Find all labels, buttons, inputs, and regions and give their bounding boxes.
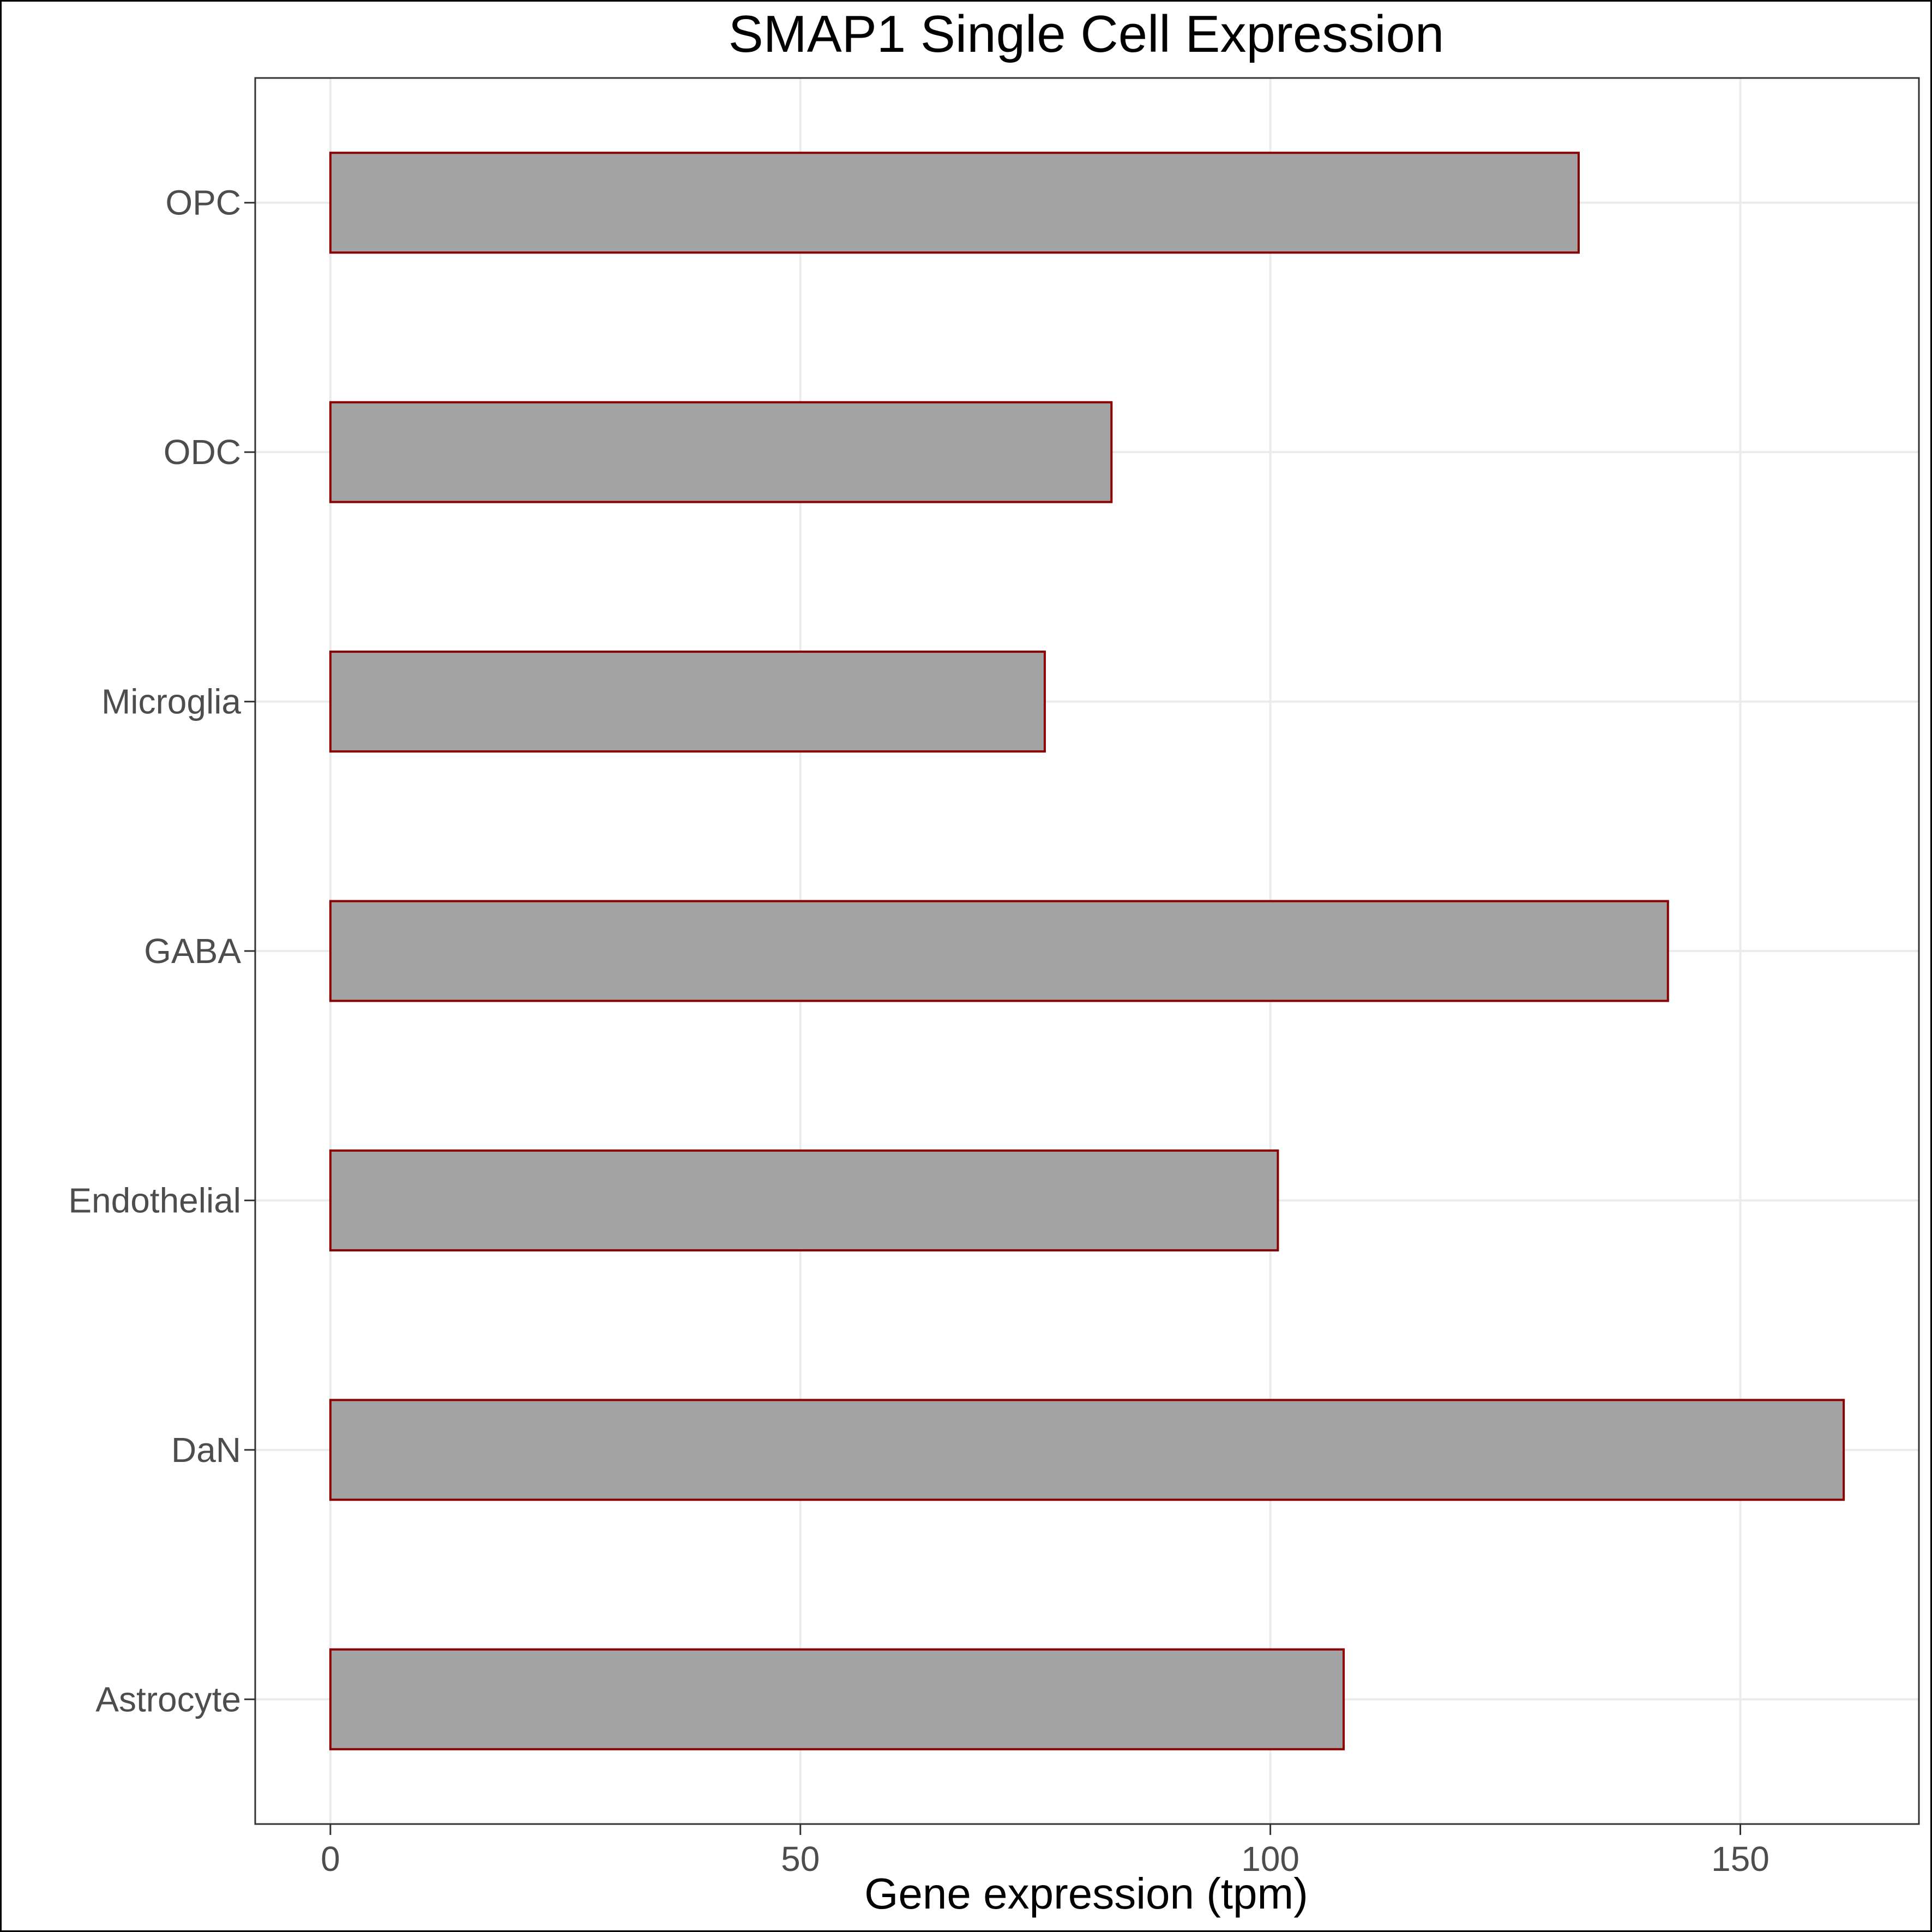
y-axis: Astrocyte DaN Endothelial GABA Microglia ODC O… xyxy=(68,183,255,1719)
bars xyxy=(329,152,1845,1750)
bar-astrocyte xyxy=(329,1648,1345,1750)
x-tick-label: 50 xyxy=(781,1839,820,1879)
y-tick-label: Endothelial xyxy=(68,1181,241,1220)
y-tick-label: DaN xyxy=(171,1430,241,1470)
y-tick-label: GABA xyxy=(144,931,241,971)
bar-gaba xyxy=(329,900,1669,1002)
bar-opc xyxy=(329,152,1580,254)
y-tick-label: Microglia xyxy=(101,682,241,721)
x-tick-label: 0 xyxy=(321,1839,340,1879)
x-tick-label: 150 xyxy=(1711,1839,1770,1879)
x-axis: 0 50 100 150 xyxy=(321,1824,1770,1879)
y-tick-label: ODC xyxy=(164,432,241,472)
bar-endothelial xyxy=(329,1149,1279,1251)
chart-title: SMAP1 Single Cell Expression xyxy=(729,5,1445,63)
bar-dan xyxy=(329,1399,1845,1501)
x-axis-title: Gene expression (tpm) xyxy=(864,1869,1308,1918)
bar-microglia xyxy=(329,651,1046,753)
x-tick-label: 100 xyxy=(1241,1839,1299,1879)
y-tick-label: Astrocyte xyxy=(95,1680,241,1719)
bar-odc xyxy=(329,401,1113,503)
y-tick-label: OPC xyxy=(165,183,241,222)
